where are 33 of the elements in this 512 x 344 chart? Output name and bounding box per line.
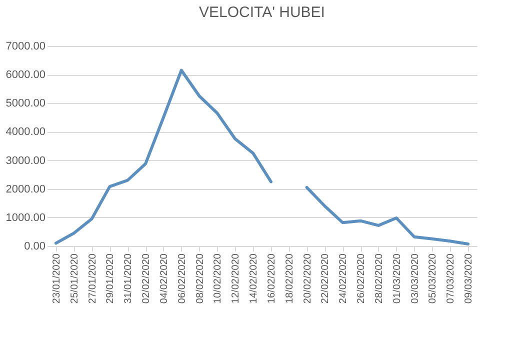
y-tick-label: 1000.00	[6, 212, 46, 224]
y-tick-label: 5000.00	[6, 98, 46, 110]
x-tick-label: 03/03/2020	[410, 253, 421, 304]
y-tick-label: 4000.00	[6, 126, 46, 138]
x-tick-label: 29/01/2020	[105, 253, 116, 304]
x-tick-label: 02/02/2020	[141, 253, 152, 304]
x-tick-label: 26/02/2020	[356, 253, 368, 304]
y-tick-label: 3000.00	[6, 154, 46, 167]
x-tick-label: 31/01/2020	[123, 253, 134, 304]
y-tick-label: 6000.00	[6, 69, 46, 82]
x-tick-label: 22/02/2020	[320, 253, 332, 304]
x-tick-label: 18/02/2020	[284, 253, 296, 304]
x-tick-label: 04/02/2020	[158, 253, 170, 304]
x-tick-label: 12/02/2020	[230, 253, 242, 304]
y-tick-label: 2000.00	[6, 183, 46, 196]
y-tick-label: 0.00	[24, 240, 46, 252]
x-tick-label: 06/02/2020	[176, 253, 188, 304]
x-tick-label: 05/03/2020	[428, 253, 439, 304]
x-tick-label: 27/01/2020	[87, 253, 98, 304]
x-tick-label: 20/02/2020	[302, 253, 314, 304]
x-tick-label: 14/02/2020	[248, 253, 260, 304]
chart-title: VELOCITA' HUBEI	[199, 4, 325, 21]
x-tick-label: 08/02/2020	[194, 253, 206, 304]
x-tick-label: 10/02/2020	[212, 253, 224, 304]
x-tick-label: 01/03/2020	[392, 253, 403, 304]
y-tick-label: 7000.00	[6, 40, 46, 52]
x-tick-label: 28/02/2020	[374, 253, 385, 304]
x-tick-label: 07/03/2020	[446, 253, 457, 304]
x-tick-label: 16/02/2020	[266, 253, 278, 304]
x-tick-label: 23/01/2020	[51, 253, 62, 304]
x-tick-label: 24/02/2020	[338, 253, 350, 304]
x-tick-label: 25/01/2020	[69, 253, 80, 304]
x-tick-label: 09/03/2020	[464, 253, 475, 304]
